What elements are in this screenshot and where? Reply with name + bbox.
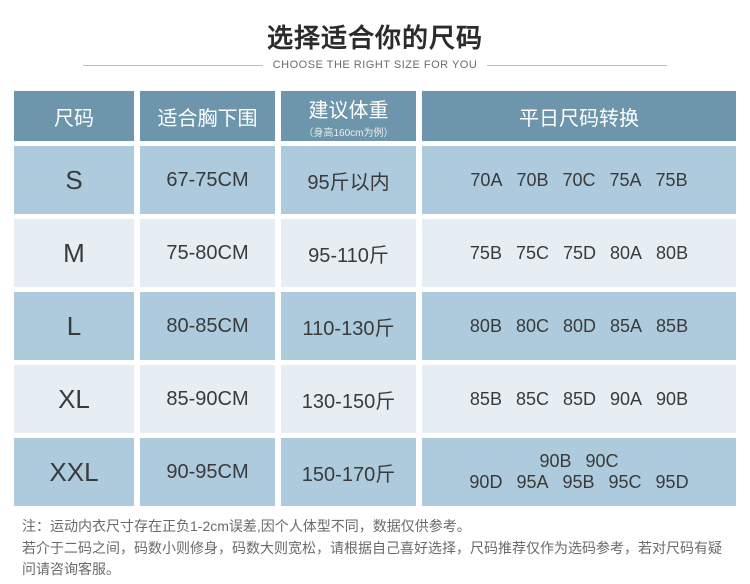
col-bust: 适合胸下围 67-75CM75-80CM80-85CM85-90CM90-95C… <box>140 91 275 506</box>
col-conv: 平日尺码转换 70A70B70C75A75B75B75C75D80A80B80B… <box>422 91 736 506</box>
conv-size-token: 80C <box>516 316 549 337</box>
conv-size-token: 95D <box>656 472 689 493</box>
title-en-row: CHOOSE THE RIGHT SIZE FOR YOU <box>0 59 750 71</box>
table-cell-conv: 90B 90C 90D 95A 95B 95C 95D <box>422 438 736 506</box>
conv-size-token: 75D <box>563 243 596 264</box>
header-conv: 平日尺码转换 <box>422 91 736 141</box>
size-table: 尺码 SMLXLXXL 适合胸下围 67-75CM75-80CM80-85CM8… <box>0 79 750 506</box>
table-cell-weight: 95-110斤 <box>281 219 416 287</box>
header: 选择适合你的尺码 CHOOSE THE RIGHT SIZE FOR YOU <box>0 0 750 79</box>
table-cell-conv: 70A 70B 70C 75A 75B <box>422 146 736 214</box>
table-cell-size: S <box>14 146 134 214</box>
conv-size-token: 90D <box>469 472 502 493</box>
header-bust: 适合胸下围 <box>140 91 275 141</box>
footer-line-2: 若介于二码之间，码数小则修身，码数大则宽松，请根据自己喜好选择，尺码推荐仅作为选… <box>22 538 728 581</box>
header-weight: 建议体重 （身高160cm为例） <box>281 91 416 141</box>
header-size: 尺码 <box>14 91 134 141</box>
table-cell-bust: 75-80CM <box>140 219 275 287</box>
conv-size-token: 90A <box>610 389 642 410</box>
conv-size-token: 75A <box>610 170 642 191</box>
table-cell-conv: 85B 85C 85D 90A 90B <box>422 365 736 433</box>
conv-size-token: 85A <box>610 316 642 337</box>
table-cell-size: XXL <box>14 438 134 506</box>
table-cell-bust: 67-75CM <box>140 146 275 214</box>
table-cell-conv: 80B 80C 80D 85A 85B <box>422 292 736 360</box>
table-cell-size: XL <box>14 365 134 433</box>
conv-size-token: 80B <box>470 316 502 337</box>
col-weight: 建议体重 （身高160cm为例） 95斤以内95-110斤110-130斤130… <box>281 91 416 506</box>
table-cell-size: M <box>14 219 134 287</box>
table-cell-bust: 80-85CM <box>140 292 275 360</box>
table-cell-weight: 130-150斤 <box>281 365 416 433</box>
table-cell-size: L <box>14 292 134 360</box>
conv-size-token: 70A <box>470 170 502 191</box>
conv-size-token: 95C <box>609 472 642 493</box>
conv-size-token: 80B <box>656 243 688 264</box>
conv-size-token: 90C <box>586 451 619 472</box>
footer-note: 注：运动内衣尺寸存在正负1-2cm误差,因个人体型不同，数据仅供参考。 若介于二… <box>0 506 750 581</box>
col-size: 尺码 SMLXLXXL <box>14 91 134 506</box>
conv-size-token: 90B <box>656 389 688 410</box>
table-cell-conv: 75B 75C 75D 80A 80B <box>422 219 736 287</box>
conv-size-token: 75B <box>470 243 502 264</box>
conv-size-token: 90B <box>539 451 571 472</box>
title-cn: 选择适合你的尺码 <box>0 18 750 55</box>
conv-size-token: 75B <box>656 170 688 191</box>
divider-left <box>83 65 263 66</box>
table-cell-weight: 150-170斤 <box>281 438 416 506</box>
table-cell-bust: 85-90CM <box>140 365 275 433</box>
table-cell-bust: 90-95CM <box>140 438 275 506</box>
conv-size-token: 85B <box>656 316 688 337</box>
footer-line-1: 注：运动内衣尺寸存在正负1-2cm误差,因个人体型不同，数据仅供参考。 <box>22 516 728 538</box>
conv-size-token: 85D <box>563 389 596 410</box>
table-cell-weight: 95斤以内 <box>281 146 416 214</box>
conv-size-token: 70B <box>516 170 548 191</box>
table-cell-weight: 110-130斤 <box>281 292 416 360</box>
conv-size-token: 85C <box>516 389 549 410</box>
conv-size-token: 85B <box>470 389 502 410</box>
divider-right <box>487 65 667 66</box>
conv-size-token: 80D <box>563 316 596 337</box>
title-en: CHOOSE THE RIGHT SIZE FOR YOU <box>273 59 478 71</box>
conv-size-token: 70C <box>562 170 595 191</box>
conv-size-token: 75C <box>516 243 549 264</box>
conv-size-token: 95B <box>562 472 594 493</box>
conv-size-token: 80A <box>610 243 642 264</box>
conv-size-token: 95A <box>516 472 548 493</box>
